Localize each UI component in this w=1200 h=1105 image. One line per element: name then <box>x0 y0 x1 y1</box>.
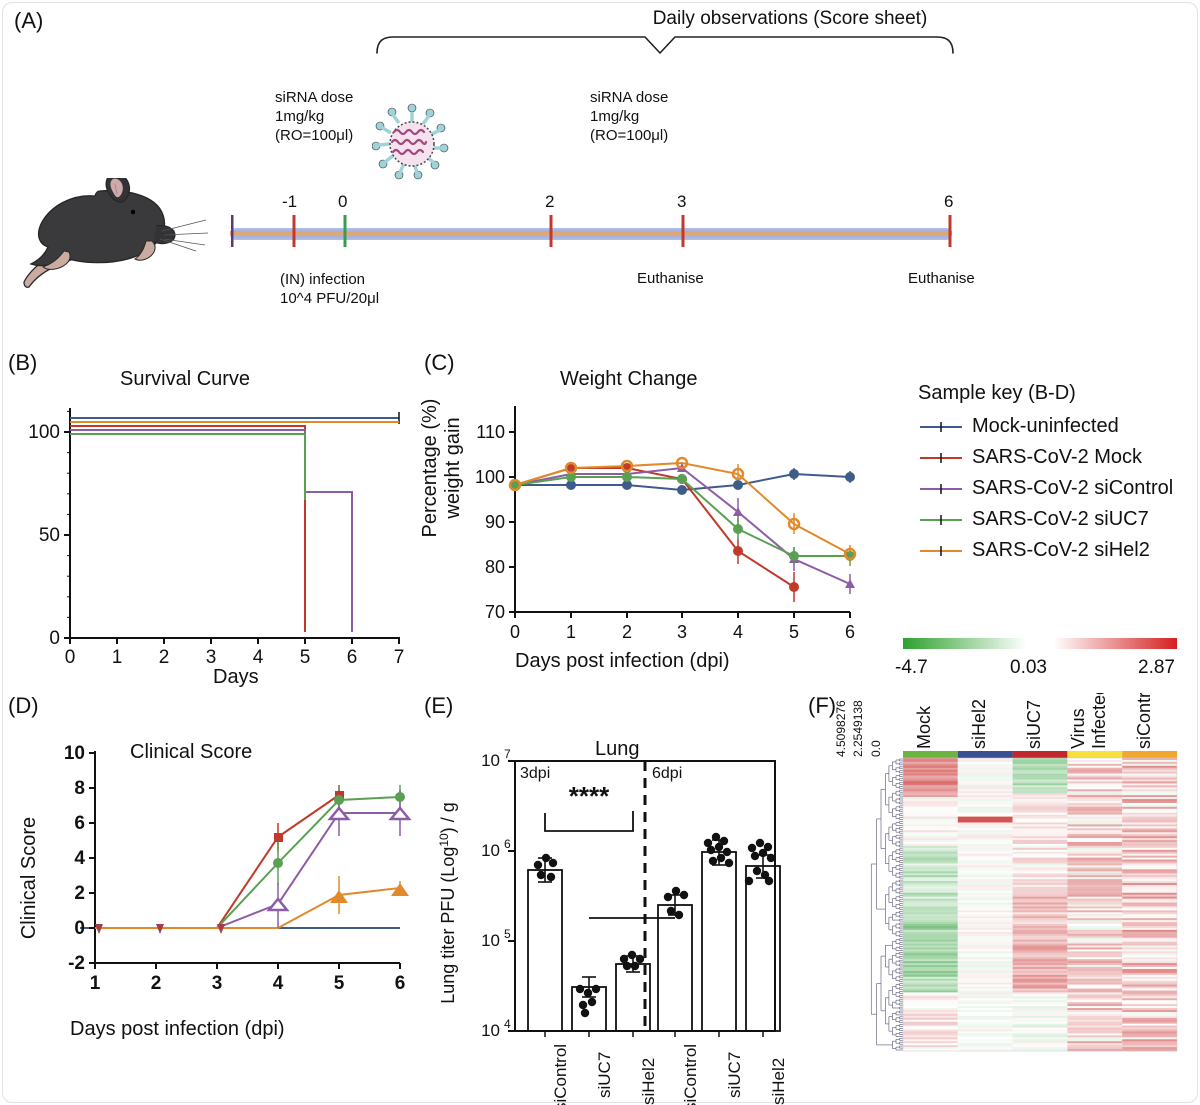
svg-text:3dpi: 3dpi <box>520 765 550 782</box>
svg-text:50: 50 <box>39 525 60 546</box>
svg-text:8: 8 <box>74 778 85 799</box>
svg-text:5: 5 <box>334 973 345 994</box>
svg-text:3: 3 <box>212 973 223 994</box>
svg-text:0: 0 <box>49 628 60 649</box>
svg-text:7: 7 <box>394 647 405 668</box>
svg-text:90: 90 <box>485 512 505 532</box>
svg-text:10: 10 <box>481 751 500 770</box>
svg-text:3: 3 <box>677 622 687 642</box>
svg-text:4: 4 <box>733 622 743 642</box>
svg-text:80: 80 <box>485 557 505 577</box>
svg-text:100: 100 <box>28 422 60 443</box>
svg-text:0: 0 <box>65 647 76 668</box>
svg-text:10: 10 <box>481 931 500 950</box>
svg-text:2: 2 <box>151 973 162 994</box>
svg-text:10: 10 <box>481 841 500 860</box>
svg-text:1: 1 <box>566 622 576 642</box>
svg-text:siControl: siControl <box>1134 693 1154 749</box>
svg-text:6: 6 <box>74 813 85 834</box>
svg-text:10: 10 <box>64 743 85 764</box>
svg-text:2.2549138: 2.2549138 <box>851 700 865 757</box>
svg-text:-2: -2 <box>68 953 85 974</box>
svg-text:Virus: Virus <box>1068 708 1088 749</box>
svg-text:6: 6 <box>504 837 511 851</box>
svg-text:6: 6 <box>845 622 855 642</box>
svg-text:5: 5 <box>300 647 311 668</box>
svg-text:4: 4 <box>253 647 264 668</box>
svg-text:3: 3 <box>206 647 217 668</box>
svg-text:4: 4 <box>74 848 85 869</box>
svg-text:0.0: 0.0 <box>869 740 883 757</box>
svg-text:6dpi: 6dpi <box>652 765 682 782</box>
svg-text:4: 4 <box>273 973 284 994</box>
svg-text:5: 5 <box>504 927 511 941</box>
svg-text:1: 1 <box>90 973 101 994</box>
svg-text:0: 0 <box>510 622 520 642</box>
svg-text:4.5098276: 4.5098276 <box>834 700 848 757</box>
svg-text:siHel2: siHel2 <box>969 699 989 749</box>
svg-text:7: 7 <box>504 747 511 761</box>
svg-text:2: 2 <box>622 622 632 642</box>
svg-text:6: 6 <box>395 973 406 994</box>
svg-text:5: 5 <box>789 622 799 642</box>
svg-text:110: 110 <box>476 422 505 442</box>
svg-text:6: 6 <box>347 647 358 668</box>
svg-text:1: 1 <box>112 647 123 668</box>
svg-text:****: **** <box>569 781 610 811</box>
svg-text:4: 4 <box>504 1017 511 1031</box>
svg-text:100: 100 <box>475 467 505 487</box>
svg-text:siUC7: siUC7 <box>1024 700 1044 749</box>
svg-text:70: 70 <box>485 602 505 622</box>
svg-text:Mock: Mock <box>914 705 934 749</box>
svg-text:2: 2 <box>74 883 85 904</box>
svg-text:Infected: Infected <box>1089 693 1109 749</box>
svg-text:0: 0 <box>74 918 85 939</box>
svg-text:2: 2 <box>159 647 170 668</box>
